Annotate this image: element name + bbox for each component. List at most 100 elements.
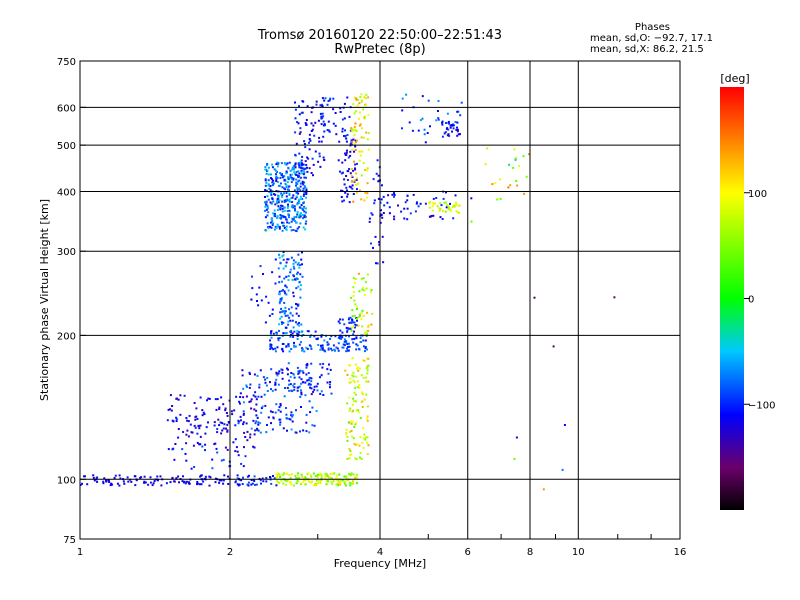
echo-point <box>253 373 256 376</box>
echo-point <box>349 454 352 457</box>
echo-point <box>320 140 323 143</box>
echo-point <box>449 124 452 127</box>
echo-point <box>288 216 290 219</box>
echo-point <box>285 275 288 278</box>
echo-point <box>301 481 304 483</box>
echo-point <box>360 174 363 177</box>
echo-point <box>338 473 341 476</box>
echo-point <box>298 371 301 374</box>
echo-point <box>292 265 295 268</box>
echo-point <box>283 209 286 212</box>
echo-point <box>287 258 290 261</box>
echo-point <box>200 483 203 486</box>
echo-point <box>352 295 355 297</box>
echo-point <box>286 367 288 370</box>
echo-point <box>353 150 355 153</box>
echo-point <box>328 383 331 386</box>
echo-point <box>248 373 251 375</box>
echo-point <box>405 93 408 96</box>
echo-point <box>350 168 353 170</box>
echo-point <box>257 429 260 432</box>
echo-point <box>286 221 289 224</box>
echo-point <box>297 200 300 203</box>
echo-point <box>292 217 295 220</box>
echo-point <box>299 182 302 185</box>
echo-point <box>248 386 251 389</box>
echo-point <box>360 127 363 130</box>
echo-point <box>401 127 403 130</box>
echo-point <box>282 224 285 227</box>
echo-point <box>251 482 254 485</box>
echo-point <box>330 392 333 395</box>
echo-point <box>297 122 300 125</box>
echo-point <box>306 363 309 365</box>
echo-point <box>281 221 283 224</box>
echo-point <box>309 336 312 338</box>
echo-point <box>285 185 288 188</box>
echo-point <box>278 199 281 202</box>
echo-point <box>181 480 184 483</box>
echo-point <box>296 183 299 185</box>
echo-point <box>272 416 275 419</box>
echo-point <box>364 191 367 194</box>
echo-point <box>343 475 346 478</box>
echo-point <box>326 341 329 344</box>
echo-point <box>411 129 414 132</box>
echo-point <box>350 453 353 456</box>
echo-point <box>249 433 252 436</box>
echo-point <box>299 222 302 225</box>
echo-point <box>278 323 281 326</box>
echo-point <box>365 330 368 333</box>
echo-point <box>277 267 280 270</box>
echo-point <box>253 408 256 411</box>
echo-point <box>294 131 297 134</box>
echo-point <box>288 417 291 420</box>
echo-point <box>352 321 355 324</box>
echo-point <box>452 217 455 220</box>
echo-point <box>306 364 309 367</box>
echo-point <box>171 405 174 407</box>
echo-point <box>435 119 438 122</box>
echo-point <box>277 201 280 204</box>
echo-point <box>205 426 208 429</box>
echo-point <box>301 330 304 333</box>
echo-point <box>350 472 353 475</box>
echo-point <box>308 382 311 385</box>
echo-point <box>190 467 193 470</box>
echo-point <box>341 318 344 321</box>
echo-point <box>291 414 294 417</box>
echo-point <box>317 119 320 122</box>
echo-point <box>307 372 310 374</box>
echo-point <box>364 104 367 107</box>
echo-point <box>306 166 308 169</box>
echo-point <box>349 186 352 189</box>
colorbar-label: [deg] <box>720 72 749 85</box>
echo-point <box>264 209 266 212</box>
echo-point <box>296 188 299 191</box>
echo-point <box>343 323 346 326</box>
echo-point <box>110 482 113 485</box>
echo-point <box>236 474 239 477</box>
echo-point <box>322 115 325 118</box>
echo-point <box>350 326 353 329</box>
echo-point <box>348 317 351 320</box>
echo-point <box>182 475 184 478</box>
echo-point <box>362 108 365 111</box>
echo-point <box>458 204 461 207</box>
echo-point <box>364 97 367 100</box>
echo-point <box>352 420 355 423</box>
echo-point <box>264 168 267 171</box>
echo-point <box>262 376 265 379</box>
echo-point <box>256 300 258 302</box>
echo-point <box>456 130 459 133</box>
echo-point <box>300 483 303 486</box>
echo-point <box>290 196 293 199</box>
echo-point <box>323 339 326 342</box>
echo-point <box>365 287 368 290</box>
echo-point <box>278 292 281 295</box>
echo-point <box>378 243 381 246</box>
echo-point <box>329 473 332 475</box>
echo-point <box>213 424 216 427</box>
echo-point <box>358 348 361 351</box>
echo-point <box>342 343 345 346</box>
